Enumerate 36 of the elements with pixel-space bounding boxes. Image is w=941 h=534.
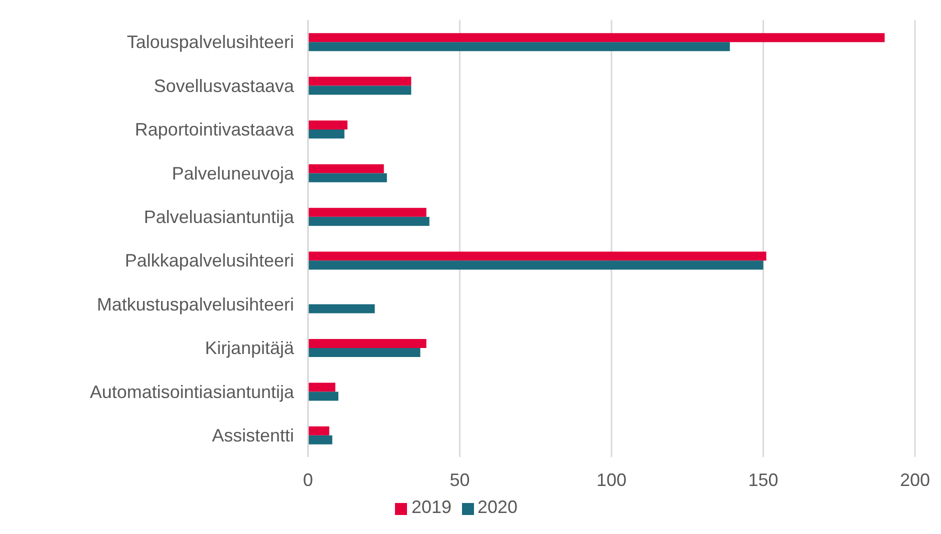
bar (308, 426, 330, 436)
y-tick-label: Sovellusvastaava (154, 76, 295, 96)
y-tick-label: Automatisointiasiantuntija (90, 382, 295, 402)
bar (308, 252, 766, 261)
bar (308, 216, 430, 226)
bar (308, 339, 426, 348)
bar (308, 86, 412, 95)
bar (308, 130, 344, 139)
legend-label: 2019 (411, 497, 452, 517)
y-tick-label: Talouspalvelusihteeri (126, 32, 294, 52)
y-tick-label: Assistentti (212, 426, 294, 446)
bar (308, 382, 336, 392)
bar (308, 42, 730, 52)
bar (308, 173, 387, 182)
y-tick-label: Palkkapalvelusihteeri (124, 250, 294, 271)
y-tick-label: Kirjanpitäjä (204, 338, 295, 358)
bar (308, 435, 332, 444)
bar (308, 120, 348, 130)
bar (308, 392, 338, 401)
bar (308, 304, 375, 314)
y-tick-label: Palveluasiantuntija (144, 207, 295, 228)
bar (308, 208, 426, 217)
bar (308, 348, 420, 358)
x-tick-label: 100 (596, 470, 627, 490)
x-tick-label: 200 (900, 470, 930, 490)
y-tick-label: Raportointivastaava (134, 120, 295, 140)
bar (308, 33, 885, 42)
bar (308, 260, 764, 270)
y-tick-label: Matkustuspalvelusihteeri (96, 294, 294, 314)
legend-label: 2020 (478, 497, 518, 517)
x-tick-label: 50 (450, 470, 470, 490)
x-tick-label: 150 (748, 470, 778, 490)
bar (308, 76, 412, 86)
bar (308, 164, 384, 174)
y-tick-label: Palveluneuvoja (172, 163, 295, 184)
x-tick-label: 0 (302, 470, 314, 490)
